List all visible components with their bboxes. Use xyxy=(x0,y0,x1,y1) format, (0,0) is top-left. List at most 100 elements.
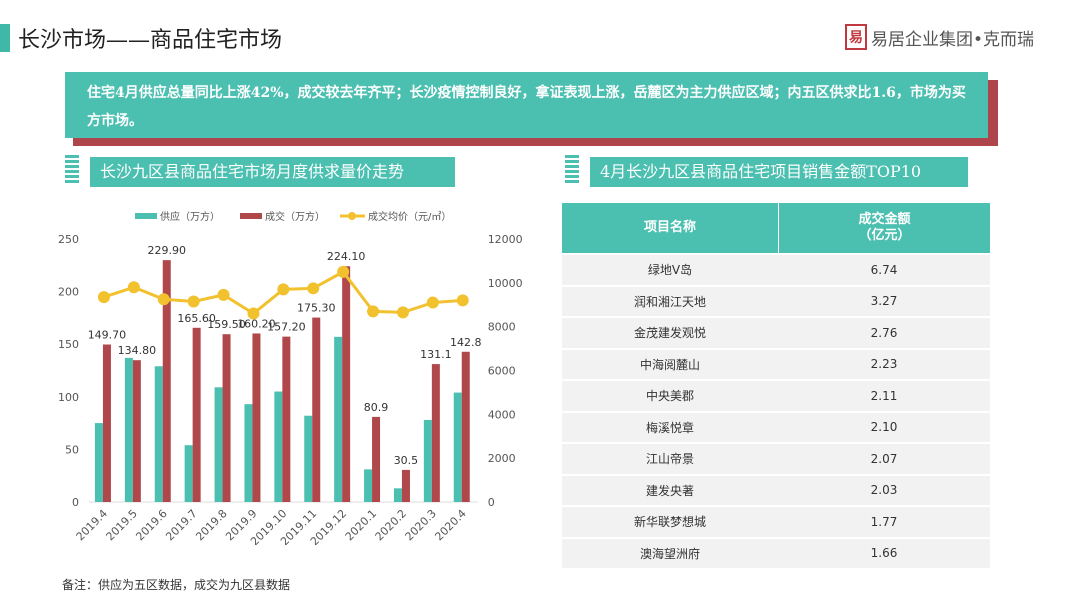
deal-bar xyxy=(342,266,351,502)
deal-data-label: 159.50 xyxy=(207,318,246,331)
price-point xyxy=(396,306,409,319)
project-name: 中海阅麓山 xyxy=(562,347,778,379)
y-right-tick-label: 12000 xyxy=(488,233,523,246)
price-point xyxy=(337,265,350,278)
company-logo: 易 易居企业集团•克而瑞 xyxy=(845,22,1034,52)
deal-data-label: 80.9 xyxy=(364,401,389,414)
supply-bar xyxy=(154,366,163,502)
chart-footnote: 备注：供应为五区数据，成交为九区县数据 xyxy=(62,578,291,592)
sales-amount: 2.11 xyxy=(778,379,990,411)
deal-bar xyxy=(372,416,381,502)
sales-amount: 2.10 xyxy=(778,410,990,442)
supply-bar xyxy=(274,391,283,502)
supply-bar xyxy=(244,404,253,502)
supply-demand-price-chart: 供应（万方） 成交（万方） 成交均价（元/㎡） 0 50 100 150 200 250 0… xyxy=(58,210,523,545)
y-right-tick-label: 10000 xyxy=(488,277,523,290)
price-point xyxy=(127,281,140,294)
deal-bar xyxy=(192,327,201,502)
legend-label-deal: 成交（万方） xyxy=(265,210,325,223)
project-name: 江山帝景 xyxy=(562,442,778,474)
x-tick-label: 2019.5 xyxy=(104,507,140,543)
deal-bar xyxy=(401,469,410,502)
sales-amount: 2.03 xyxy=(778,473,990,505)
deal-bar xyxy=(282,336,291,502)
project-name: 新华联梦想城 xyxy=(562,505,778,537)
supply-bar xyxy=(423,419,432,502)
deal-data-label: 175.30 xyxy=(297,302,336,315)
sales-amount: 1.66 xyxy=(778,536,990,568)
project-name: 建发央著 xyxy=(562,473,778,505)
sales-amount: 2.23 xyxy=(778,347,990,379)
deal-bar xyxy=(252,333,261,502)
y-left-tick-label: 0 xyxy=(72,496,79,509)
table-row: 金茂建发观悦 2.76 xyxy=(562,316,990,348)
legend-label-price: 成交均价（元/㎡） xyxy=(368,210,451,223)
deal-bar xyxy=(222,334,231,502)
x-tick-label: 2020.4 xyxy=(432,507,468,543)
project-name: 金茂建发观悦 xyxy=(562,316,778,348)
building-icon xyxy=(63,155,81,187)
table-row: 江山帝景 2.07 xyxy=(562,442,990,474)
legend: 供应（万方） 成交（万方） 成交均价（元/㎡） xyxy=(135,210,451,223)
legend-label-supply: 供应（万方） xyxy=(160,210,220,223)
deal-bar xyxy=(162,260,171,502)
supply-bar xyxy=(214,387,223,502)
table-row: 润和湘江天地 3.27 xyxy=(562,284,990,316)
sales-amount: 3.27 xyxy=(778,284,990,316)
column-header-amount: 成交金额 （亿元） xyxy=(778,203,990,253)
price-point xyxy=(426,296,439,309)
deal-data-label: 134.80 xyxy=(118,344,157,357)
x-tick-label: 2020.2 xyxy=(373,507,409,543)
page-title: 长沙市场——商品住宅市场 xyxy=(18,28,283,53)
y-left-tick-label: 100 xyxy=(58,391,79,404)
x-tick-label: 2019.4 xyxy=(74,507,110,543)
price-point xyxy=(307,282,320,295)
deal-data-label: 131.1 xyxy=(420,348,452,361)
legend-swatch-deal xyxy=(240,213,262,219)
deal-bar xyxy=(132,360,141,502)
sales-amount: 1.77 xyxy=(778,505,990,537)
y-left-tick-label: 150 xyxy=(58,338,79,351)
price-point xyxy=(217,288,230,301)
deal-data-label: 229.90 xyxy=(148,244,187,257)
legend-swatch-supply xyxy=(135,213,157,219)
x-tick-label: 2019.6 xyxy=(133,507,169,543)
y-right-tick-label: 6000 xyxy=(488,365,516,378)
price-point xyxy=(456,294,469,307)
amount-header-line1: 成交金额 xyxy=(858,212,911,227)
deal-bar xyxy=(461,351,470,502)
logo-seal-icon: 易 xyxy=(845,24,867,50)
chart-section-title: 长沙九区县商品住宅市场月度供求量价走势 xyxy=(90,157,455,187)
x-tick-label: 2020.3 xyxy=(403,507,439,543)
supply-bar xyxy=(124,357,133,502)
project-name: 润和湘江天地 xyxy=(562,284,778,316)
supply-bar xyxy=(334,336,343,502)
table-row: 澳海望洲府 1.66 xyxy=(562,536,990,568)
deal-data-label: 165.60 xyxy=(177,312,216,325)
deal-data-label: 30.5 xyxy=(394,454,419,467)
sales-amount: 2.76 xyxy=(778,316,990,348)
project-name: 澳海望洲府 xyxy=(562,536,778,568)
y-left-tick-label: 200 xyxy=(58,286,79,299)
price-point xyxy=(157,293,170,306)
x-tick-label: 2019.8 xyxy=(193,507,229,543)
table-row: 中海阅麓山 2.23 xyxy=(562,347,990,379)
deal-data-label: 149.70 xyxy=(88,329,127,342)
column-header-project: 项目名称 xyxy=(562,203,778,253)
project-name: 梅溪悦章 xyxy=(562,410,778,442)
project-name: 中央美郡 xyxy=(562,379,778,411)
table-row: 建发央著 2.03 xyxy=(562,473,990,505)
summary-box: 住宅4月供应总量同比上涨42%，成交较去年齐平；长沙疫情控制良好，拿证表现上涨，… xyxy=(65,72,988,138)
y-right-tick-label: 4000 xyxy=(488,408,516,421)
price-point xyxy=(187,295,200,308)
deal-data-label: 157.20 xyxy=(267,321,306,334)
y-left-tick-label: 50 xyxy=(65,443,79,456)
supply-bar xyxy=(184,445,193,502)
price-point xyxy=(277,283,290,296)
sales-amount: 6.74 xyxy=(778,253,990,285)
price-point xyxy=(97,291,110,304)
supply-bar xyxy=(393,488,402,502)
x-tick-label: 2020.1 xyxy=(343,507,379,543)
y-right-tick-label: 2000 xyxy=(488,452,516,465)
sales-amount: 2.07 xyxy=(778,442,990,474)
